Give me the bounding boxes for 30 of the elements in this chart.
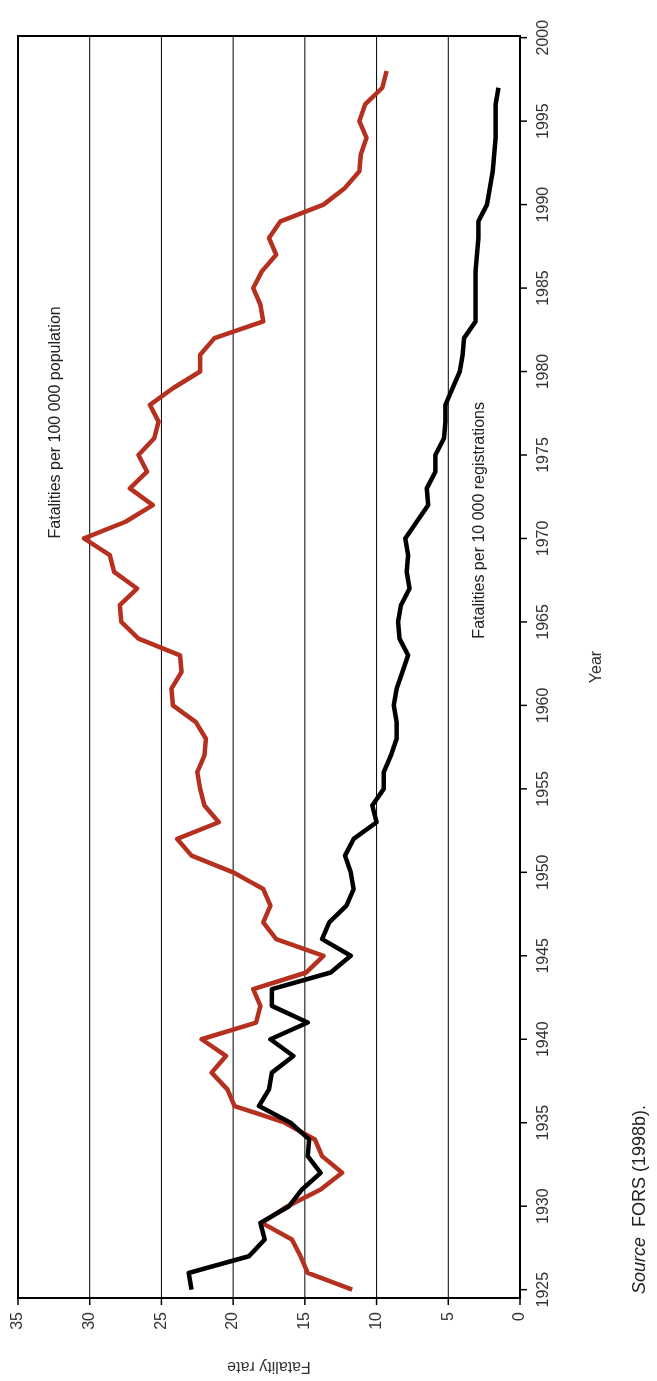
line-series xyxy=(81,68,389,1292)
y-tick-label: 1945 xyxy=(534,937,552,974)
x-axis-title: Fatality rate xyxy=(227,1358,311,1376)
y-tick-label: 1960 xyxy=(534,687,552,724)
text: Fatalities per 100 000 population xyxy=(45,306,63,539)
y-tick-label: 1955 xyxy=(534,770,552,807)
x-tick-label: 25 xyxy=(151,1311,169,1330)
y-tick-label: 1935 xyxy=(534,1104,552,1141)
x-tick-label: 5 xyxy=(438,1311,456,1321)
x-tick-label: 0 xyxy=(510,1311,528,1321)
x-tick-label: 30 xyxy=(79,1311,97,1330)
x-tick-label: 15 xyxy=(295,1311,313,1330)
x-tick-label: 35 xyxy=(8,1311,26,1330)
y-tick-label: 1995 xyxy=(534,103,552,139)
y-tick-label: 1985 xyxy=(534,270,552,306)
y-tick-label: 1950 xyxy=(534,854,552,891)
x-tick-label: 10 xyxy=(366,1311,384,1330)
y-tick-label: 1965 xyxy=(534,604,552,640)
y-axis-title: Year xyxy=(587,650,605,684)
x-tick-label: 20 xyxy=(223,1311,241,1330)
y-tick-label: 1990 xyxy=(534,186,552,223)
text: Fatalities per 10 000 registrations xyxy=(470,402,488,639)
y-tick-label: 1925 xyxy=(534,1271,552,1308)
y-tick-label: 1940 xyxy=(534,1021,552,1058)
y-tick-label: 1975 xyxy=(534,437,552,473)
y-tick-label: 1970 xyxy=(534,520,552,557)
y-tick-label: 1930 xyxy=(534,1188,552,1224)
y-tick-label: 2000 xyxy=(534,19,552,56)
source-note: Source FORS (1998b). xyxy=(628,1104,649,1294)
y-tick-label: 1980 xyxy=(534,353,552,390)
